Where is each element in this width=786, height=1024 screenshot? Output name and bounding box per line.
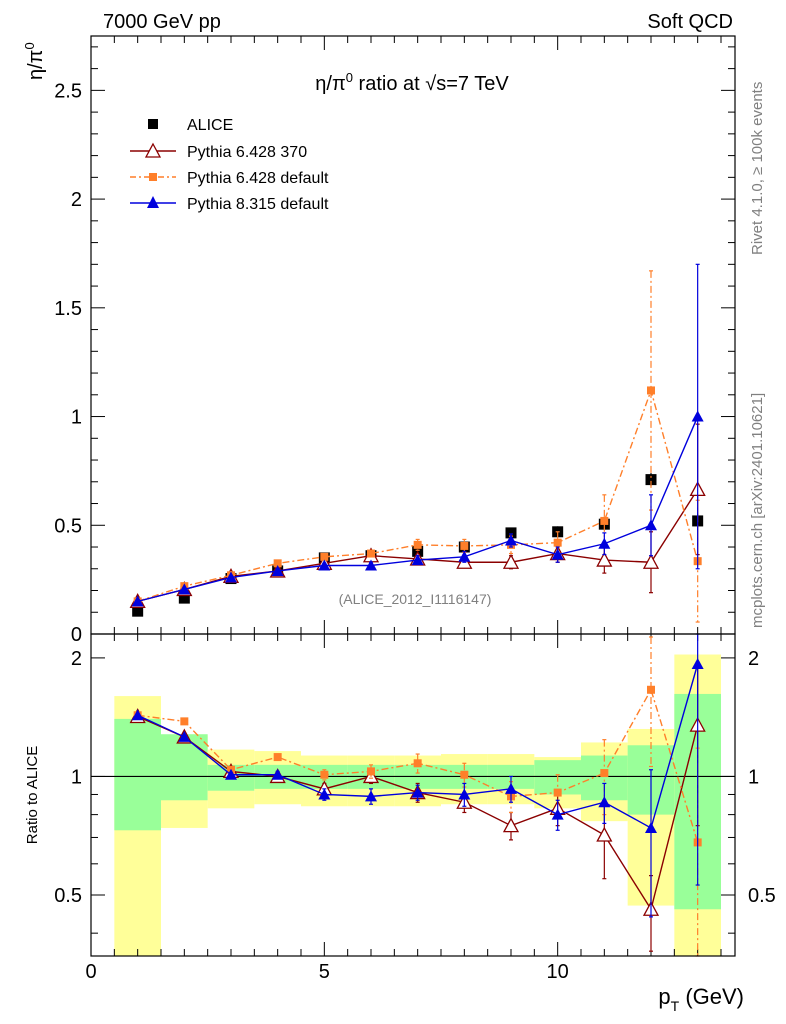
main-pythia-8-315-default-point [318,559,331,571]
ratio-pythia-8-315-default-point [271,768,284,780]
ratio-pythia-8-315-default-point [318,788,331,800]
ratio-pythia-8-315-default-point [505,782,517,794]
ratio-pythia-8-315-default-point [178,730,191,742]
legend-marker-py6-370 [144,142,162,158]
ratio-pythia-8-315-default-point [458,788,471,800]
series-marks [129,263,706,957]
alice-point [505,527,517,539]
alice-point [178,592,190,604]
ratio-pythia-6-428-default-point [460,770,469,779]
ratio-ylabel: Ratio to ALICE [24,746,41,844]
main-pythia-8-315-default-point [271,564,284,576]
legend-label-alice: ALICE [187,117,233,134]
main-pythia-8-315-default-line [137,416,699,603]
ratio-pythia-8-315-default-point [225,768,237,780]
ratio-pythia-8-315-default-point [411,786,424,798]
main-pythia-8-315-default-point [458,550,471,562]
ratio-pythia-6-428-370-point [502,817,520,833]
main-pythia-8-315-default-point [645,519,657,531]
alice-point [645,474,657,486]
x-tick-label: 10 [547,961,569,983]
main-pythia-8-315-default-point [178,583,191,595]
y-tick-label-ratio-right: 0.5 [748,885,776,907]
y-tick-label-main: 2.5 [54,80,82,102]
ratio-pythia-6-428-default-point [413,759,422,768]
ratio-pythia-8-315-default-point [645,821,657,833]
y-tick-label-ratio-left: 2 [71,648,82,670]
ratio-pythia-6-428-370-point [596,826,613,842]
chart-title: η/π0 ratio at √s=7 TeV [315,70,509,95]
ratio-pythia-8-315-default-point [551,808,564,820]
main-pythia-8-315-default-point [691,410,704,422]
alice-point [132,605,144,617]
ratio-pythia-6-428-default-point [273,753,282,762]
ratio-pythia-8-315-default-point [691,657,704,669]
x-tick-label: 5 [319,961,330,983]
ratio-pythia-6-428-default-point [320,770,329,779]
legend-marker-py6-default [149,173,157,181]
main-pythia-6-428-default-point [647,386,655,395]
x-axis-label: pT (GeV) [658,984,744,1014]
analysis-watermark: (ALICE_2012_I1116147) [339,591,492,607]
y-tick-label-ratio-left: 0.5 [54,885,82,907]
main-ylabel: η/π0 [22,42,47,80]
band-green-bin [114,718,161,831]
y-tick-label-main: 0.5 [54,515,82,537]
main-pythia-6-428-370-point [596,551,613,567]
ratio-pythia-8-315-default-point [598,796,611,808]
ratio-pythia-6-428-default-point [553,788,562,797]
main-pythia-6-428-default-point [413,540,422,549]
main-pythia-8-315-default-point [365,559,377,571]
legend: ALICE Pythia 6.428 370 Pythia 6.428 defa… [130,117,329,213]
header-right: Soft QCD [647,11,733,33]
axes-ticks: 0 5 10 0 0.5 1 1.5 2 2.5 0.5 0.5 1 1 2 2 [54,36,776,983]
legend-marker-py8 [147,196,159,208]
x-tick-label: 0 [85,961,96,983]
legend-marker-alice [148,119,158,129]
legend-label-py8: Pythia 8.315 default [187,196,329,213]
ratio-pythia-8-315-default-point [365,790,377,802]
main-pythia-8-315-default-point [598,537,611,549]
uncertainty-bands [114,654,721,956]
mcplots-label: mcplots.cern.ch [arXiv:2401.10621] [749,393,766,628]
main-pythia-6-428-default-point [553,538,562,547]
main-pythia-8-315-default-point [411,554,424,566]
y-tick-label-ratio-right: 1 [748,766,759,788]
main-pythia-6-428-default-point [367,549,375,558]
y-tick-label-main: 1.5 [54,298,82,320]
legend-label-py6-370: Pythia 6.428 370 [187,144,307,161]
main-pythia-6-428-default-point [273,559,282,568]
y-tick-label-ratio-left: 1 [71,766,82,788]
main-pythia-6-428-default-point [320,552,329,561]
main-pythia-6-428-370-point [502,553,520,569]
ratio-pythia-6-428-default-point [180,717,189,726]
ratio-pythia-6-428-default-point [367,767,375,776]
y-tick-label-main: 2 [71,189,82,211]
y-tick-label-main: 0 [71,624,82,646]
ratio-pythia-6-428-default-point [647,685,655,694]
main-pythia-6-428-default-point [600,516,609,525]
main-pythia-8-315-default-point [131,595,144,607]
main-pythia-6-428-default-line [137,388,699,603]
ratio-pythia-6-428-default-point [600,769,609,778]
main-pythia-6-428-default-point [460,541,469,550]
band-green-bin [161,734,208,801]
y-tick-label-main: 1 [71,407,82,429]
legend-label-py6-default: Pythia 6.428 default [187,170,329,187]
rivet-label: Rivet 4.1.0, ≥ 100k events [749,82,766,255]
y-tick-label-ratio-right: 2 [748,648,759,670]
header-left: 7000 GeV pp [103,11,221,33]
ratio-pythia-8-315-default-point [131,709,144,721]
main-pythia-8-315-default-point [505,534,517,546]
ratio-plot-frame [90,633,736,957]
main-pythia-8-315-default-point [551,548,564,560]
main-pythia-8-315-default-point [225,571,237,583]
main-pythia-6-428-370-point [642,553,660,569]
